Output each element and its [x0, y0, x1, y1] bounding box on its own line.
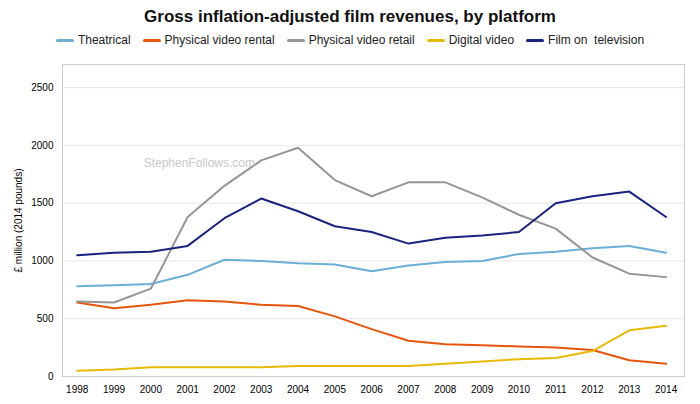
- svg-text:2006: 2006: [361, 384, 384, 395]
- html-text:Theatrical: Theatrical: [77, 33, 131, 47]
- svg-text:2003: 2003: [250, 384, 273, 395]
- svg-text:2011: 2011: [545, 384, 567, 395]
- svg-text:2001: 2001: [177, 384, 200, 395]
- svg-text:StephenFollows.com: StephenFollows.com: [144, 156, 255, 170]
- svg-text:£ million (2014 pounds): £ million (2014 pounds): [13, 169, 24, 273]
- svg-text:2012: 2012: [581, 384, 604, 395]
- svg-text:2500: 2500: [31, 82, 54, 93]
- html-text:Physical video retail: Physical video retail: [308, 33, 415, 47]
- svg-text:2013: 2013: [618, 384, 641, 395]
- svg-text:0: 0: [48, 371, 54, 382]
- svg-text:2005: 2005: [324, 384, 347, 395]
- svg-text:2014: 2014: [655, 384, 678, 395]
- svg-text:2009: 2009: [471, 384, 494, 395]
- svg-text:2008: 2008: [434, 384, 457, 395]
- svg-text:500: 500: [37, 313, 54, 324]
- svg-text:1998: 1998: [66, 384, 89, 395]
- svg-text:2004: 2004: [287, 384, 310, 395]
- svg-text:1000: 1000: [31, 255, 54, 266]
- svg-text:2007: 2007: [397, 384, 420, 395]
- svg-text:2000: 2000: [140, 384, 163, 395]
- svg-text:2000: 2000: [31, 140, 54, 151]
- html-text:Digital video: Digital video: [448, 33, 515, 47]
- html-text:Film on television: Film on television: [548, 33, 645, 47]
- html-text:Gross inflation-adjusted film: Gross inflation-adjusted film revenues, …: [144, 7, 556, 26]
- svg-text:1999: 1999: [103, 384, 126, 395]
- svg-text:2010: 2010: [508, 384, 531, 395]
- html-text:Physical video rental: Physical video rental: [164, 33, 275, 47]
- svg-text:1500: 1500: [31, 197, 54, 208]
- svg-text:2002: 2002: [213, 384, 236, 395]
